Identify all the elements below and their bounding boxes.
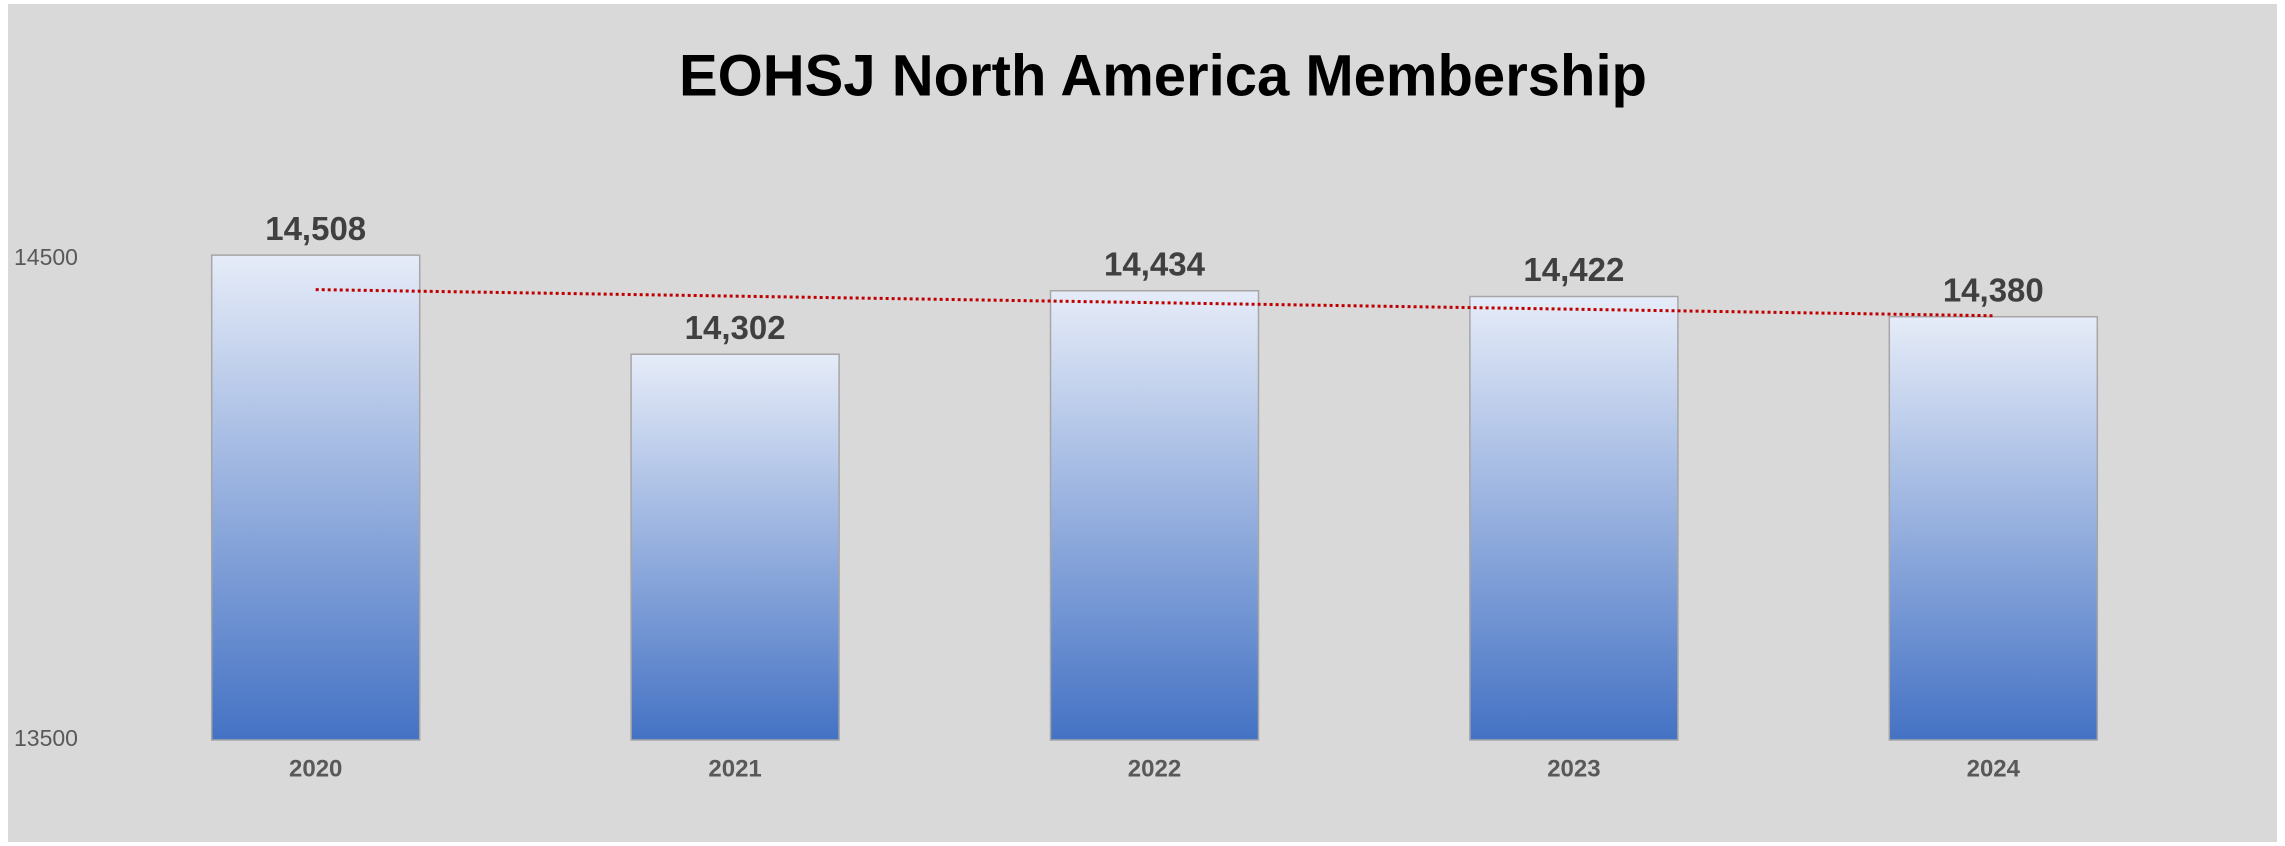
x-tick-label: 2023: [1547, 755, 1600, 782]
bar: [630, 353, 840, 741]
y-tick-label: 14500: [14, 244, 78, 270]
y-tick-label: 13500: [14, 725, 78, 751]
bar: [1469, 295, 1679, 741]
data-label: 14,508: [265, 210, 366, 247]
data-label: 14,422: [1523, 251, 1624, 288]
bar: [1888, 315, 2099, 741]
x-tick-label: 2022: [1128, 755, 1181, 782]
data-label: 14,434: [1104, 245, 1206, 282]
chart-title: EOHSJ North America Membership: [679, 43, 1647, 108]
data-label: 14,380: [1943, 271, 2044, 308]
bar: [210, 254, 421, 741]
bar: [1049, 289, 1260, 741]
data-label: 14,302: [685, 309, 786, 346]
x-tick-label: 2021: [708, 755, 761, 782]
x-tick-label: 2020: [289, 755, 342, 782]
trend-line: [315, 288, 1994, 318]
x-tick-label: 2024: [1967, 755, 2021, 782]
